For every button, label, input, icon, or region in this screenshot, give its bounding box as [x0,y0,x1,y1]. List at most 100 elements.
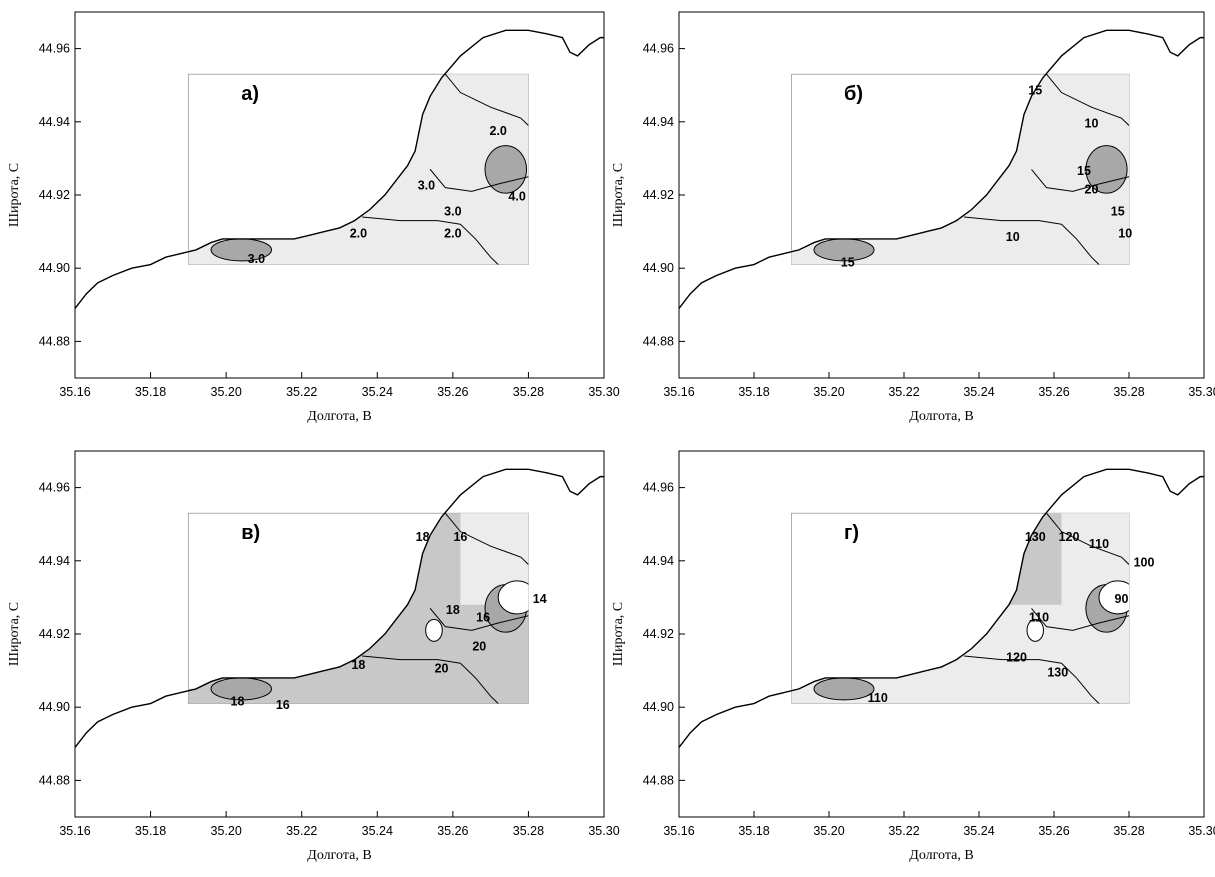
contour-minimum-1 [1026,618,1044,642]
y-tick-label: 44.88 [643,773,674,787]
contour-label: 3.0 [418,179,435,193]
x-tick-label: 35.22 [888,824,919,838]
contour-label: 14 [533,592,547,606]
x-axis-title: Долгота, В [909,848,973,863]
x-tick-label: 35.20 [813,385,844,399]
contour-line-2 [362,655,461,664]
x-axis-title: Долгота, В [909,409,973,424]
contour-label: 18 [351,658,365,672]
y-axis-title: Широта, С [7,163,22,227]
contour-label: 120 [1059,530,1080,544]
contour-label: 10 [1085,116,1099,130]
sea-zone-north [1009,513,1062,605]
x-tick-label: 35.30 [1188,824,1215,838]
contour-label: 90 [1115,592,1129,606]
contour-label: 110 [1089,537,1109,551]
x-tick-label: 35.24 [362,824,393,838]
contour-label: 15 [841,256,855,270]
x-tick-label: 35.16 [59,385,90,399]
coastline [74,29,604,309]
contour-label: 3.0 [248,252,265,266]
contour-label: 120 [1006,651,1027,665]
y-axis-title: Широта, С [7,602,22,666]
panel-1: 35.16 35.18 35.20 35.22 35.24 35.26 35.28 35.30… [7,11,620,424]
contour-line-0 [1046,512,1129,565]
y-tick-label: 44.90 [643,700,674,714]
x-tick-label: 35.26 [437,385,468,399]
contour-label: 15 [1111,204,1125,218]
y-tick-label: 44.88 [39,773,70,787]
coastline [678,468,1204,748]
y-tick-label: 44.94 [39,115,70,129]
contour-label: 10 [1118,226,1132,240]
x-tick-label: 35.26 [437,824,468,838]
contour-line-3 [460,662,499,704]
panel-3: 35.16 35.18 35.20 35.22 35.24 35.26 35.28 35.30… [7,450,620,863]
x-tick-label: 35.24 [963,824,994,838]
contour-label: 15 [1077,164,1091,178]
x-tick-label: 35.24 [963,385,994,399]
x-tick-label: 35.28 [1113,385,1144,399]
panel-2: 35.16 35.18 35.20 35.22 35.24 35.26 35.28 35.30… [611,11,1215,424]
contour-label: 18 [231,695,245,709]
x-tick-label: 35.26 [1038,385,1069,399]
contour-line-2 [963,655,1062,664]
contour-label: 2.0 [490,124,507,138]
x-tick-label: 35.20 [211,824,242,838]
x-tick-label: 35.20 [211,385,242,399]
y-tick-label: 44.92 [39,627,70,641]
x-tick-label: 35.28 [1113,824,1144,838]
contour-label: 130 [1025,530,1046,544]
y-tick-label: 44.94 [39,554,70,568]
contour-label: 4.0 [508,190,525,204]
y-tick-label: 44.96 [643,481,674,495]
y-tick-label: 44.92 [643,627,674,641]
contour-line-2 [963,216,1062,225]
coastline [678,29,1204,309]
contour-label: 110 [868,691,888,705]
x-tick-label: 35.24 [362,385,393,399]
contour-label: 20 [472,640,486,654]
contour-line-1 [429,169,529,192]
x-axis-title: Долгота, В [307,848,371,863]
y-tick-label: 44.94 [643,115,674,129]
y-tick-label: 44.96 [643,42,674,56]
x-tick-label: 35.22 [888,385,919,399]
y-tick-label: 44.96 [39,481,70,495]
contour-label: 130 [1047,665,1068,679]
contour-label: 18 [446,603,460,617]
x-tick-label: 35.26 [1038,824,1069,838]
contour-maximum-0 [1085,145,1128,194]
contour-label: 2.0 [350,226,367,240]
contour-label: 16 [453,530,467,544]
contour-line-1 [1031,169,1129,192]
x-tick-label: 35.20 [813,824,844,838]
x-tick-label: 35.30 [1188,385,1215,399]
x-tick-label: 35.22 [286,824,317,838]
contour-label: 15 [1028,84,1042,98]
contour-line-0 [444,73,529,126]
y-tick-label: 44.90 [643,261,674,275]
contour-line-1 [1031,608,1129,631]
y-tick-label: 44.96 [39,42,70,56]
contour-label: 100 [1134,555,1155,569]
x-tick-label: 35.18 [738,824,769,838]
contour-label: 18 [416,530,430,544]
contour-label: 2.0 [444,226,461,240]
contour-line-3 [1061,662,1100,704]
contour-label: 16 [476,610,490,624]
x-tick-label: 35.28 [513,385,544,399]
contour-line-0 [444,512,529,565]
contour-minimum-1 [425,618,443,642]
x-tick-label: 35.28 [513,824,544,838]
y-tick-label: 44.92 [39,188,70,202]
y-axis-title: Широта, С [611,163,626,227]
y-tick-label: 44.88 [39,334,70,348]
x-axis-title: Долгота, В [307,409,371,424]
x-tick-label: 35.30 [588,824,619,838]
y-tick-label: 44.90 [39,700,70,714]
x-tick-label: 35.18 [135,824,166,838]
y-tick-label: 44.92 [643,188,674,202]
contour-line-1 [429,608,529,631]
